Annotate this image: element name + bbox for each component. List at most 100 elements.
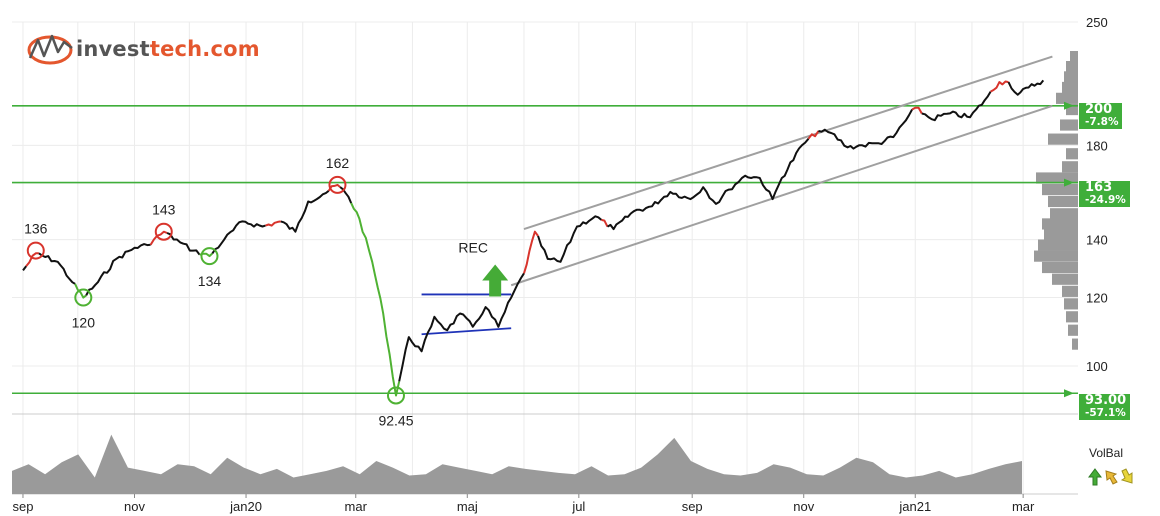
- volume-profile-bar: [1044, 228, 1078, 240]
- arrow-right-icon: [1105, 470, 1118, 485]
- bottom-label-120: 120: [72, 315, 96, 331]
- annotations: 136 120 143 134 162 92.45: [24, 155, 414, 429]
- level-arrow-icon: [1064, 389, 1074, 398]
- price-line-segment: [921, 91, 992, 122]
- arrow-down-icon: [1120, 468, 1133, 484]
- level-box-93: 93.00 -57.1%: [1079, 394, 1131, 420]
- volume-profile: [1034, 50, 1078, 350]
- x-tick-label: sep: [682, 499, 703, 514]
- x-tick-label: mar: [345, 499, 368, 514]
- price-line-segment: [280, 190, 330, 233]
- y-tick-label: 140: [1086, 233, 1108, 248]
- price-line-segment: [339, 186, 353, 204]
- price-line-segment: [990, 80, 1009, 93]
- price-line-segment: [74, 283, 87, 299]
- x-tick-label: maj: [457, 499, 478, 514]
- price-line-segment: [25, 252, 39, 267]
- level-percent: -7.8%: [1085, 116, 1119, 128]
- volbal-arrows: [1088, 468, 1134, 486]
- volume-profile-bar: [1066, 103, 1078, 116]
- x-axis: sep nov jan20 mar maj jul sep nov jan21 mar: [12, 494, 1035, 514]
- top-circle-162: [328, 175, 347, 194]
- top-label-143: 143: [152, 202, 176, 218]
- bottom-circle-92.45: [386, 386, 405, 405]
- level-box-163: 163 -24.9%: [1079, 181, 1130, 207]
- price-line-segment: [398, 272, 525, 382]
- rec-label: REC: [458, 239, 488, 255]
- x-tick-label: jan21: [898, 499, 931, 514]
- rectangle-formation: [421, 293, 512, 336]
- chart-grid: [12, 21, 1078, 495]
- volume-area: [12, 434, 1022, 494]
- bottom-label-92.45: 92.45: [378, 412, 413, 428]
- x-tick-label: nov: [793, 499, 814, 514]
- y-axis: 250 180 140 120 100: [1086, 15, 1108, 374]
- volume-profile-bar: [1034, 250, 1078, 262]
- volume-profile-bar: [1056, 92, 1078, 104]
- volume-profile-bar: [1036, 172, 1078, 184]
- trend-channel: [510, 55, 1053, 287]
- volume-profile-bar: [1050, 208, 1078, 220]
- volume-profile-bar: [1062, 81, 1078, 94]
- price-line-segment: [166, 232, 201, 256]
- channel-upper-line: [523, 55, 1053, 231]
- volume-profile-bar: [1048, 133, 1078, 145]
- logo-text: investtech.com: [76, 37, 260, 61]
- volume-profile-bar: [1068, 324, 1078, 336]
- price-line-segment: [22, 265, 28, 271]
- channel-lower-line: [510, 104, 1053, 287]
- volume-profile-bar: [1072, 338, 1078, 350]
- volume-balance-area: [12, 434, 1022, 494]
- arrow-up-icon: [1088, 468, 1102, 486]
- price-line-segment: [1007, 79, 1045, 96]
- level-percent: -57.1%: [1085, 407, 1126, 419]
- price-line-segment: [265, 220, 281, 227]
- price-line-segment: [537, 215, 603, 263]
- level-arrow-icon: [1064, 178, 1074, 187]
- price-line-segment: [211, 220, 266, 254]
- y-tick-label: 250: [1086, 15, 1108, 30]
- volbal-label: VolBal: [1089, 446, 1124, 460]
- top-label-162: 162: [326, 155, 350, 171]
- bottom-label-134: 134: [198, 273, 222, 289]
- level-arrow-icon: [1064, 101, 1074, 110]
- volume-profile-bar: [1038, 239, 1078, 251]
- bottom-circle-134: [200, 247, 219, 266]
- price-line-segment: [911, 106, 923, 114]
- bottom-circle-120: [74, 288, 93, 307]
- volume-profile-bar: [1052, 273, 1078, 285]
- top-circle-136: [26, 241, 45, 260]
- volume-profile-bar: [1042, 261, 1078, 274]
- price-line-segment: [350, 202, 401, 397]
- volume-profile-bar: [1070, 50, 1078, 63]
- y-tick-label: 180: [1086, 138, 1108, 153]
- logo-text-main: invest: [76, 37, 150, 61]
- volume-profile-bar: [1062, 161, 1078, 173]
- price-line-segment: [149, 230, 168, 246]
- logo-text-accent: tech.com: [149, 37, 260, 61]
- price-line-segment: [601, 218, 609, 228]
- volume-profile-bar: [1060, 119, 1078, 131]
- price-line-segment: [85, 243, 151, 296]
- y-tick-label: 100: [1086, 359, 1108, 374]
- rec-arrow-icon: [482, 264, 509, 297]
- volume-profile-bar: [1066, 311, 1078, 323]
- x-tick-label: jan20: [229, 499, 262, 514]
- price-line-segment: [523, 230, 539, 274]
- volume-profile-bar: [1066, 148, 1078, 160]
- level-box-200: 200 -7.8%: [1079, 102, 1123, 129]
- price-line-segment: [818, 109, 913, 150]
- level-percent: -24.9%: [1085, 194, 1126, 206]
- volume-profile-bar: [1048, 195, 1078, 208]
- volume-profile-bar: [1064, 298, 1078, 310]
- volume-profile-bar: [1064, 71, 1078, 83]
- top-circle-143: [154, 222, 173, 241]
- volume-profile-bar: [1042, 183, 1078, 196]
- level-value: 200: [1085, 102, 1113, 117]
- level-value: 163: [1085, 180, 1113, 195]
- volume-profile-bar: [1062, 285, 1078, 297]
- x-tick-label: jul: [571, 499, 585, 514]
- x-tick-label: nov: [124, 499, 145, 514]
- investtech-logo: investtech.com: [26, 30, 260, 68]
- price-line-segment: [606, 138, 810, 231]
